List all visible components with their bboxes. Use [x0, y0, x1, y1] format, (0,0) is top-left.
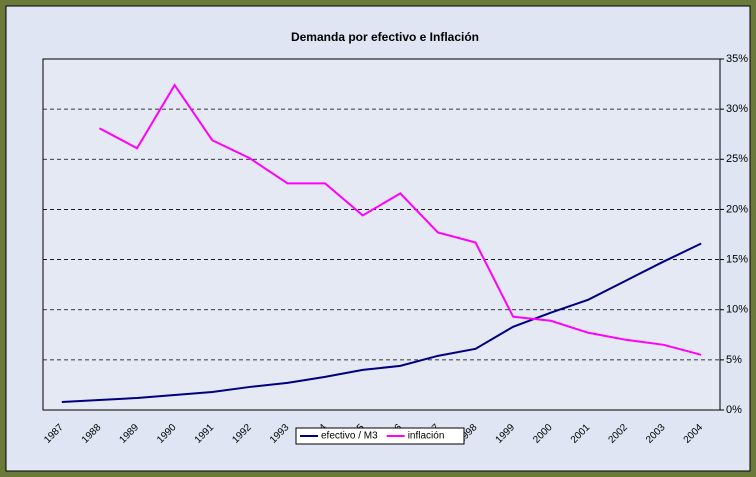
chart-title: Demanda por efectivo e Inflación [291, 30, 479, 44]
y-tick-label: 0% [726, 404, 742, 416]
plot-area [42, 58, 721, 411]
y-tick-label: 20% [726, 203, 748, 215]
legend: efectivo / M3 inflación [295, 427, 465, 445]
y-tick-label: 5% [726, 354, 742, 366]
legend-label: efectivo / M3 [321, 431, 378, 442]
y-tick-label: 10% [726, 304, 748, 316]
y-tick-label: 15% [726, 253, 748, 265]
legend-label: inflación [408, 431, 445, 442]
y-tick-label: 25% [726, 153, 748, 165]
legend-box [295, 427, 465, 445]
series-line [98, 83, 702, 356]
series-line [61, 242, 702, 403]
y-tick-label: 30% [726, 103, 748, 115]
y-tick-label: 35% [726, 53, 748, 65]
